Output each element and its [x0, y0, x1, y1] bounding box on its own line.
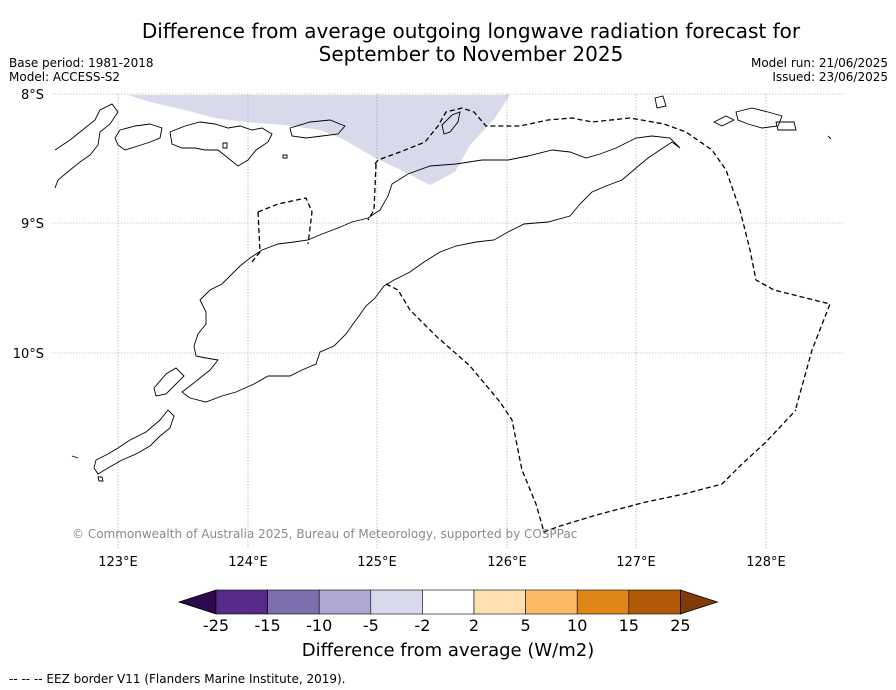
coastline-islet-southwest	[71, 455, 79, 459]
eez-border-west-link	[367, 163, 377, 221]
lon-label-126e: 126°E	[487, 555, 527, 570]
colorbar-swatch	[267, 589, 320, 615]
coastline-sermata	[775, 121, 797, 131]
coastline-rote	[153, 367, 185, 397]
colorbar-tick-label: 5	[521, 616, 531, 635]
lat-label-8s: 8°S	[21, 88, 44, 103]
colorbar-tick-label: -10	[306, 616, 332, 635]
colorbar-tick-label: 25	[670, 616, 690, 635]
eez-border-timor-leste	[374, 107, 831, 409]
coastline-alor	[169, 121, 273, 167]
eez-border-oecusse-west	[251, 211, 261, 263]
colorbar-extend-low	[177, 589, 217, 615]
lon-label-123e: 123°E	[98, 555, 138, 570]
coastline-moa	[712, 115, 736, 127]
lon-label-124e: 124°E	[228, 555, 268, 570]
colorbar: -25 -15 -10 -5 -2 2 5 10 15 25	[177, 589, 719, 635]
coastline-small-islet-2	[282, 154, 288, 159]
lat-label-10s: 10°S	[13, 347, 44, 362]
coastline-northern-islands-mid	[114, 123, 163, 151]
anomaly-region	[128, 95, 510, 185]
coastline-kisar	[441, 111, 461, 135]
map-title: Difference from average outgoing longwav…	[0, 20, 896, 66]
colorbar-tick-label: 10	[567, 616, 587, 635]
map-panel: 8°S 9°S 10°S 123°E 124°E 125°E 126°E 127…	[13, 88, 843, 570]
coastline-small-islet-1	[222, 142, 228, 149]
model-text: Model: ACCESS-S2	[9, 70, 121, 84]
colorbar-tick-label: -15	[255, 616, 281, 635]
lat-label-9s: 9°S	[21, 217, 44, 232]
colorbar-tick-label: 15	[619, 616, 639, 635]
issued-text: Issued: 23/06/2025	[772, 70, 888, 84]
coastline-wetar	[289, 119, 346, 139]
colorbar-swatch	[525, 589, 578, 615]
coastline-islet-east	[827, 135, 832, 140]
colorbar-tick-label: 2	[469, 616, 479, 635]
eez-legend-note: -- -- -- EEZ border V11 (Flanders Marine…	[9, 672, 346, 686]
lon-label-128e: 128°E	[746, 555, 786, 570]
metadata-left: Base period: 1981-2018 Model: ACCESS-S2	[9, 56, 154, 84]
base-period-text: Base period: 1981-2018	[9, 56, 154, 70]
coastline-northern-islands-west	[54, 103, 119, 189]
colorbar-swatch	[422, 589, 475, 615]
coastline-islet-south	[97, 476, 104, 482]
model-run-text: Model run: 21/06/2025	[750, 56, 888, 70]
title-line-1: Difference from average outgoing longwav…	[141, 19, 801, 43]
colorbar-swatch	[215, 589, 268, 615]
colorbar-label: Difference from average (W/m2)	[301, 640, 595, 661]
eez-border-south	[385, 283, 797, 533]
eez-border-oecusse	[257, 197, 313, 245]
eez-borders	[251, 107, 831, 533]
lon-label-127e: 127°E	[616, 555, 656, 570]
colorbar-tick-label: -5	[363, 616, 379, 635]
gridlines	[52, 93, 843, 548]
coastline-timor	[181, 135, 681, 403]
metadata-right: Model run: 21/06/2025 Issued: 23/06/2025	[751, 56, 888, 84]
colorbar-tick-label: -25	[203, 616, 229, 635]
coastline-leti	[654, 95, 667, 109]
colorbar-swatch	[473, 589, 526, 615]
colorbar-extend-high	[680, 589, 719, 615]
copyright-notice: © Commonwealth of Australia 2025, Bureau…	[72, 527, 577, 541]
title-line-2: September to November 2025	[318, 42, 624, 66]
coastlines	[54, 95, 832, 482]
lon-label-125e: 125°E	[357, 555, 397, 570]
colorbar-swatch	[370, 589, 423, 615]
colorbar-tick-label: -2	[414, 616, 430, 635]
coastline-sawu-sumba-east	[93, 409, 175, 475]
colorbar-swatch	[576, 589, 630, 615]
colorbar-swatch	[628, 589, 681, 615]
coastline-babar	[735, 107, 783, 129]
colorbar-swatch	[318, 589, 372, 615]
